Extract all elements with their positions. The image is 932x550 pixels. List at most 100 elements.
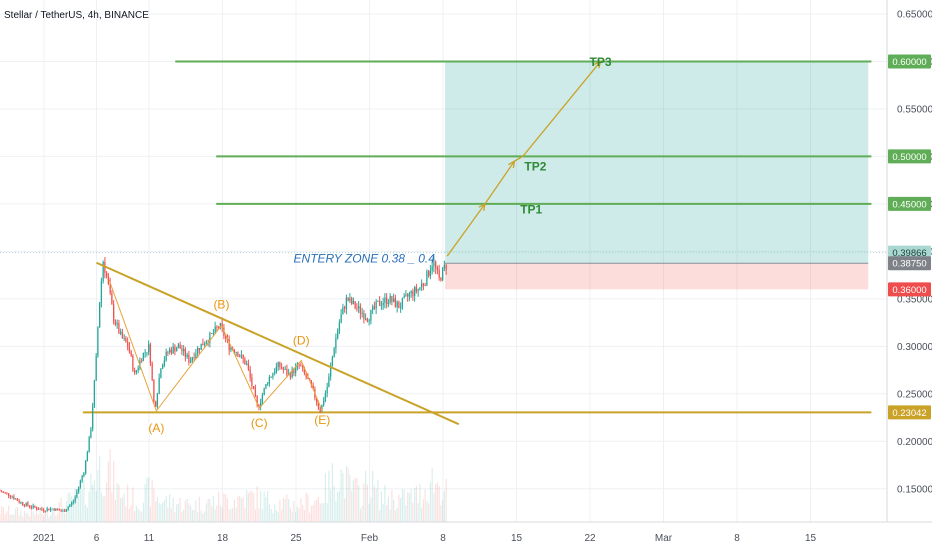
candle-body	[424, 284, 426, 286]
price-tag-level: 0.60000	[892, 57, 926, 68]
x-tick-label: 11	[144, 533, 155, 544]
candle-body	[153, 379, 155, 402]
volume-bar	[181, 512, 183, 522]
volume-bar	[377, 480, 379, 522]
volume-bar	[118, 484, 120, 522]
volume-bar	[323, 503, 325, 522]
volume-bar	[39, 508, 41, 522]
volume-bar	[352, 480, 354, 522]
volume-bar	[393, 499, 395, 522]
y-tick-label: 0.15000	[897, 484, 932, 495]
candle-body	[198, 348, 201, 350]
volume-bar	[300, 498, 302, 522]
candle-body	[191, 357, 194, 360]
volume-bar	[443, 490, 445, 522]
volume-bar	[274, 504, 276, 522]
candle-body	[142, 353, 145, 361]
candle-body	[337, 331, 339, 339]
volume-bar	[41, 513, 43, 522]
volume-bar	[114, 499, 116, 522]
candle-body	[121, 331, 124, 339]
volume-bar	[375, 488, 377, 522]
volume-bar	[239, 496, 241, 522]
volume-bar	[398, 494, 400, 522]
candle-body	[106, 272, 108, 277]
volume-bar	[127, 484, 129, 522]
candle-body	[172, 346, 174, 353]
candle-body	[351, 298, 353, 304]
wave-label: (B)	[213, 297, 229, 311]
volume-bar	[212, 496, 214, 522]
candle-body	[137, 367, 139, 371]
candle-body	[239, 356, 241, 358]
volume-bar	[92, 484, 94, 522]
volume-bar	[99, 455, 101, 522]
volume-bar	[141, 511, 143, 522]
candle-body	[445, 265, 447, 270]
candle-body	[29, 505, 31, 507]
volume-bar	[412, 502, 414, 522]
entry-zone-label: ENTERY ZONE 0.38 _ 0.4	[294, 252, 436, 266]
volume-bar	[319, 503, 321, 522]
volume-bar	[305, 492, 307, 522]
candle-body	[120, 331, 122, 334]
y-tick-label: 0.30000	[897, 342, 932, 353]
candle-body	[183, 349, 185, 352]
candle-body	[13, 496, 15, 500]
volume-bar	[85, 504, 87, 522]
candle-body	[310, 380, 313, 386]
volume-bar	[284, 498, 286, 522]
volume-bar	[431, 468, 433, 522]
volume-bar	[295, 512, 297, 522]
volume-bar	[23, 510, 25, 522]
candle-body	[144, 352, 146, 354]
price-tag-level: 0.45000	[892, 199, 926, 210]
wave-label: (C)	[251, 416, 268, 430]
volume-bar	[267, 490, 269, 522]
volume-bar	[251, 491, 253, 522]
volume-bar	[18, 514, 20, 522]
candle-body	[111, 292, 113, 305]
volume-bar	[135, 505, 137, 522]
candle-body	[169, 349, 171, 353]
candle-body	[358, 306, 360, 309]
volume-bar	[277, 512, 279, 522]
candle-body	[128, 346, 131, 352]
volume-bar	[363, 483, 365, 522]
volume-bar	[244, 508, 246, 522]
candle-body	[274, 372, 276, 374]
volume-bar	[144, 484, 146, 522]
volume-bar	[314, 500, 316, 522]
candle-body	[419, 287, 421, 290]
volume-bar	[188, 503, 190, 522]
candle-body	[345, 297, 348, 309]
candle-body	[298, 364, 300, 366]
candle-body	[44, 510, 47, 512]
volume-bar	[109, 449, 111, 522]
volume-bar	[293, 500, 295, 522]
volume-bar	[0, 514, 1, 522]
volume-bar	[330, 489, 332, 522]
volume-bar	[36, 510, 38, 522]
candle-body	[412, 290, 414, 297]
time-scale[interactable]: 2021 6 11 18 25 Feb 8 15 22 Mar 8 15	[33, 533, 817, 544]
volume-bar	[379, 510, 381, 522]
volume-bar	[176, 504, 178, 522]
candle-body	[291, 369, 293, 378]
volume-bar	[216, 505, 218, 522]
volume-bar	[351, 490, 353, 522]
descending-trendline	[96, 261, 460, 426]
candle-body	[64, 510, 66, 512]
volume-bar	[442, 500, 444, 522]
volume-bar	[312, 505, 314, 522]
volume-bar	[137, 508, 139, 522]
candle-body	[307, 377, 309, 379]
volume-bar	[428, 503, 430, 522]
x-tick-label: 6	[94, 533, 100, 544]
candle-body	[267, 383, 269, 385]
candle-body	[197, 348, 199, 354]
candle-body	[30, 506, 33, 508]
candle-body	[407, 294, 409, 297]
candle-body	[135, 370, 138, 373]
